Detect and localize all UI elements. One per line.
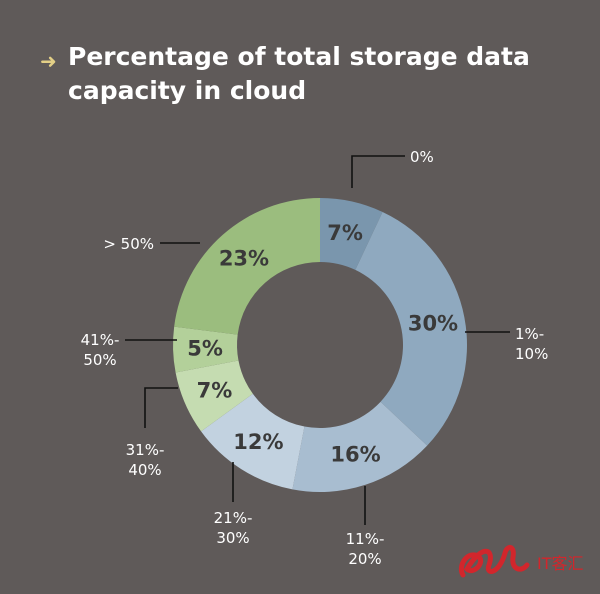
chart-title: Percentage of total storage data capacit… [68,42,530,105]
donut-slice-2 [292,401,428,493]
category-label-5: 41%-50% [81,331,120,369]
donut-slice-3 [201,393,305,490]
category-label-4: 31%-40% [126,441,165,479]
category-label-3: 21%-30% [214,509,253,547]
logo-swirl-icon [459,545,530,578]
donut-slice-0 [320,198,383,270]
category-label-2: 11%-20% [346,530,385,568]
category-label-0: 0% [410,148,434,166]
arrow-icon: ➜ [40,49,57,73]
donut-slice-5 [173,326,239,373]
leader-line-4 [144,387,178,428]
slice-data-label-1: 30% [408,311,458,335]
slice-data-label-3: 12% [233,430,283,454]
slice-data-label-4: 7% [197,379,233,403]
category-label-1: 1%-10% [515,325,548,363]
watermark-text: IT客汇 [537,554,584,573]
donut-slice-4 [175,360,253,432]
slice-data-label-2: 16% [330,442,380,466]
watermark-logo: IT客汇 [459,545,584,578]
slice-data-label-0: 7% [327,221,363,245]
donut-slice-1 [355,211,467,446]
donut-slice-6 [174,198,320,335]
slice-data-label-5: 5% [187,337,223,361]
slice-data-label-6: 23% [219,247,269,271]
category-label-6: > 50% [103,235,154,253]
leader-line-0 [351,155,405,188]
